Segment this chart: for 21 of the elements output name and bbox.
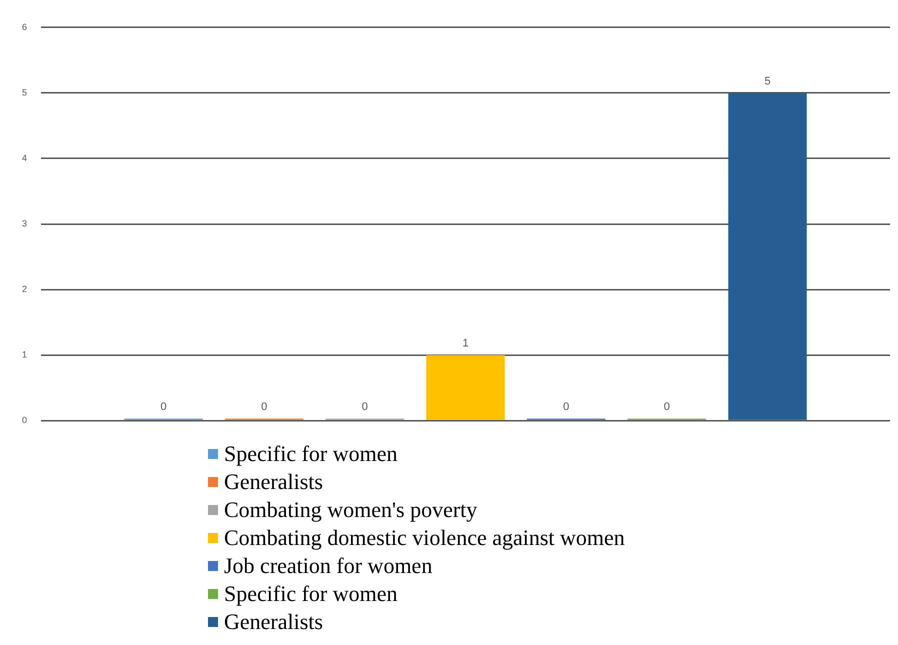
data-label: 0 [362, 401, 368, 414]
data-label: 0 [664, 401, 670, 414]
data-label: 0 [261, 401, 268, 414]
data-label: 1 [462, 338, 469, 350]
data-label: 0 [160, 401, 167, 414]
y-tick-label: 1 [22, 350, 28, 360]
y-tick-label: 6 [22, 22, 28, 32]
legend-label: Job creation for women [224, 552, 432, 580]
data-label: 0 [563, 401, 570, 414]
legend-label: Combating women's poverty [224, 496, 478, 524]
legend-label: Combating domestic violence against women [224, 524, 625, 552]
legend-label: Specific for women [224, 440, 398, 468]
legend-label: Specific for women [224, 580, 398, 608]
y-tick-label: 4 [22, 152, 28, 163]
legend-label: Generalists [224, 608, 323, 636]
y-tick-label: 2 [22, 284, 28, 294]
legend-label: Generalists [224, 468, 323, 496]
y-tick-label: 5 [22, 87, 28, 98]
data-label: 5 [764, 75, 771, 88]
y-tick-label: 0 [22, 415, 28, 426]
y-tick-label: 3 [22, 218, 28, 228]
